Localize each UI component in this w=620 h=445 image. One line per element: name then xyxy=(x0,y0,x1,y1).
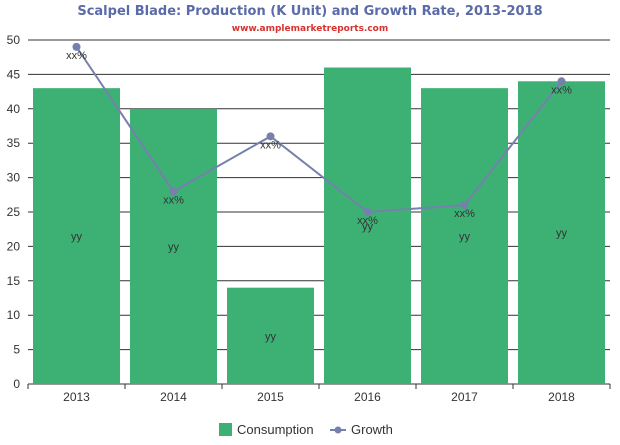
y-tick-label: 20 xyxy=(7,239,21,253)
bar-data-label: yy xyxy=(459,231,471,243)
growth-point xyxy=(557,77,566,86)
y-tick-label: 0 xyxy=(13,377,20,391)
legend-consumption-swatch xyxy=(219,423,232,436)
y-tick-label: 30 xyxy=(7,171,21,185)
bar-data-label: yy xyxy=(71,231,83,243)
bar-data-label: yy xyxy=(265,331,277,343)
growth-data-label: xx% xyxy=(163,194,184,206)
x-tick-label: 2013 xyxy=(63,390,90,404)
chart-title: Scalpel Blade: Production (K Unit) and G… xyxy=(77,4,542,19)
growth-data-label: xx% xyxy=(454,208,475,220)
legend-consumption-label[interactable]: Consumption xyxy=(237,422,314,437)
bar-data-label: yy xyxy=(168,241,180,253)
bar-series: yy yy yy yy yy yy xyxy=(33,67,605,385)
y-tick-label: 45 xyxy=(7,67,21,81)
bar xyxy=(130,108,217,385)
growth-point xyxy=(72,42,81,51)
x-axis-ticks: 2013 2014 2015 2016 2017 2018 xyxy=(27,384,611,404)
growth-data-label: xx% xyxy=(260,139,281,151)
growth-line xyxy=(75,46,563,214)
y-tick-label: 25 xyxy=(7,205,21,219)
y-tick-label: 40 xyxy=(7,102,21,116)
legend: Consumption Growth xyxy=(219,422,393,437)
x-tick-label: 2016 xyxy=(354,390,381,404)
growth-point xyxy=(460,201,469,210)
growth-data-label: xx% xyxy=(357,215,378,227)
growth-data-label: xx% xyxy=(551,84,572,96)
x-tick-label: 2014 xyxy=(160,390,187,404)
growth-data-label: xx% xyxy=(66,50,87,62)
chart-subtitle: www.amplemarketreports.com xyxy=(232,24,389,34)
bar-data-label: yy xyxy=(362,221,374,233)
x-tick-label: 2018 xyxy=(548,390,575,404)
bar xyxy=(421,88,508,384)
bar xyxy=(33,88,120,384)
legend-growth-marker xyxy=(334,426,342,434)
growth-point xyxy=(266,132,275,141)
growth-point xyxy=(363,208,372,216)
y-tick-label: 15 xyxy=(7,274,21,288)
bar-data-label: yy xyxy=(556,228,568,240)
y-axis-ticks: 0 5 10 15 20 25 30 35 40 45 50 xyxy=(7,33,21,391)
x-tick-label: 2015 xyxy=(257,390,284,404)
y-tick-label: 35 xyxy=(7,136,21,150)
y-tick-label: 50 xyxy=(7,33,21,47)
legend-growth-label[interactable]: Growth xyxy=(351,422,393,437)
x-tick-label: 2017 xyxy=(451,390,478,404)
bar xyxy=(324,67,411,385)
growth-point xyxy=(169,187,178,196)
bar xyxy=(227,287,314,384)
y-tick-label: 10 xyxy=(7,308,21,322)
bar xyxy=(518,81,605,384)
y-tick-label: 5 xyxy=(13,343,20,357)
line-series: xx% xx% xx% xx% xx% xx% xyxy=(66,42,572,227)
